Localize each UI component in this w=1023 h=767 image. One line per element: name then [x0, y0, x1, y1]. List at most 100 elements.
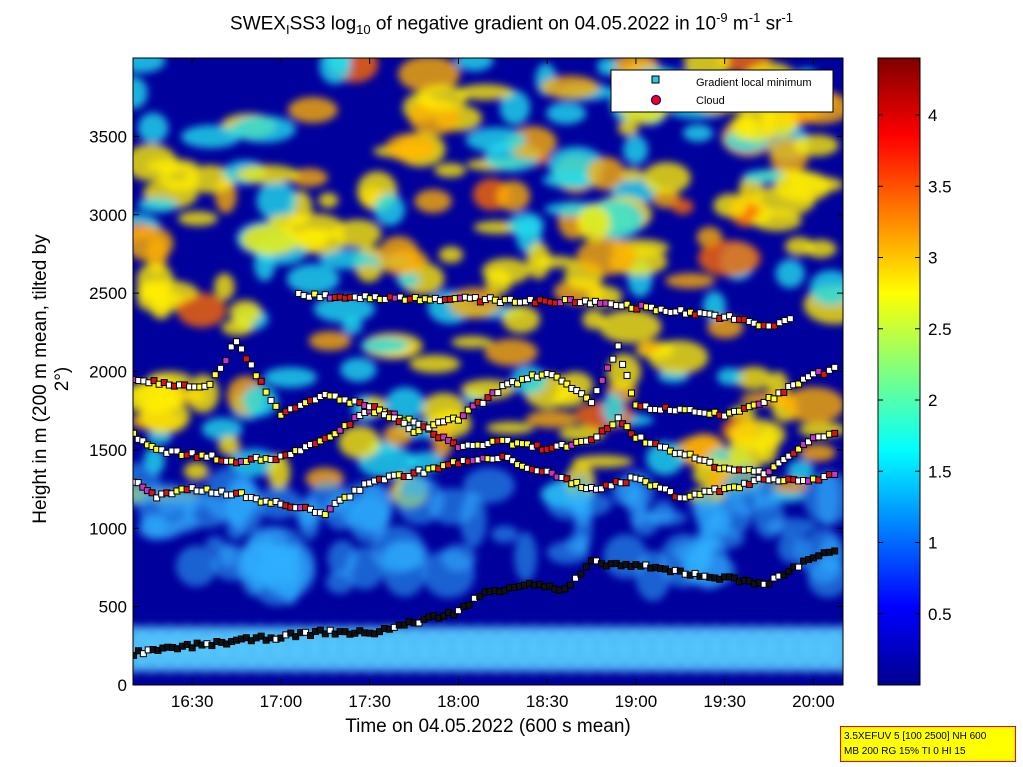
title-rest: of negative gradient on 04.05.2022 in 10: [370, 13, 717, 35]
gradient-minimum-marker: [795, 445, 803, 453]
x-tick-label: 20:00: [792, 692, 835, 711]
gradient-minimum-marker: [262, 388, 270, 396]
intensity-blob: [502, 305, 541, 334]
y-tick-label: 2500: [89, 284, 127, 303]
intensity-blob: [587, 156, 625, 191]
intensity-haze: [327, 540, 358, 577]
gradient-minimum-marker: [760, 398, 768, 406]
intensity-blob: [398, 58, 461, 93]
gradient-minimum-marker: [203, 485, 211, 493]
gradient-minimum-marker: [242, 355, 250, 363]
intensity-haze: [325, 570, 354, 594]
gradient-minimum-marker: [390, 414, 398, 422]
intensity-blob: [177, 292, 227, 328]
intensity-blob: [752, 209, 802, 232]
intensity-blob: [286, 263, 340, 294]
intensity-haze: [815, 471, 840, 526]
intensity-blob: [484, 338, 538, 366]
intensity-blob: [287, 97, 338, 123]
intensity-blob: [713, 193, 748, 218]
intensity-blob: [360, 337, 409, 354]
gradient-minimum-marker: [514, 380, 522, 388]
intensity-haze: [175, 545, 217, 587]
gradient-minimum-marker: [346, 421, 354, 429]
intensity-blob: [798, 443, 836, 462]
x-tick-label: 17:00: [260, 692, 303, 711]
info-line-2: MB 200 RG 15% TI 0 HI 15: [844, 746, 966, 757]
gradient-minimum-marker: [150, 377, 158, 385]
y-tick-label: 1500: [89, 441, 127, 460]
gradient-minimum-marker: [133, 429, 138, 437]
gradient-minimum-marker: [770, 463, 778, 471]
info-line-1: 3.5XEFUV 5 [100 2500] NH 600: [844, 731, 987, 742]
gradient-minimum-marker: [307, 632, 314, 640]
gradient-minimum-marker: [218, 487, 226, 495]
legend-box: [610, 69, 834, 113]
y-axis-label: Height in m (200 m mean, tilted by 2°): [30, 234, 73, 524]
gradient-minimum-marker: [479, 399, 487, 407]
intensity-blob: [181, 124, 241, 149]
intensity-blob: [235, 164, 300, 184]
gradient-minimum-marker: [563, 475, 571, 483]
intensity-blob: [525, 410, 578, 429]
intensity-haze: [490, 525, 519, 544]
intensity-haze: [172, 515, 201, 533]
gradient-minimum-marker: [134, 479, 142, 487]
x-tick-label: 19:30: [703, 692, 746, 711]
gradient-minimum-marker: [637, 433, 645, 441]
intensity-blob: [809, 270, 843, 306]
gradient-minimum-marker: [619, 360, 627, 368]
intensity-blob: [308, 331, 352, 351]
gradient-minimum-marker: [188, 644, 196, 652]
gradient-minimum-marker: [509, 457, 517, 465]
gradient-minimum-marker: [609, 355, 617, 363]
gradient-minimum-marker: [623, 423, 631, 431]
intensity-blob: [619, 168, 644, 182]
intensity-blob: [576, 237, 637, 276]
colorbar-tick-label: 3: [928, 249, 937, 268]
gradient-minimum-marker: [598, 376, 606, 384]
intensity-blob: [727, 419, 786, 451]
x-tick-label: 16:30: [171, 692, 214, 711]
gradient-minimum-marker: [287, 629, 295, 637]
x-axis-label: Time on 04.05.2022 (600 s mean): [345, 716, 631, 737]
gradient-minimum-marker: [440, 612, 448, 620]
gradient-minimum-marker: [316, 626, 324, 634]
intensity-blob: [133, 58, 166, 73]
gradient-minimum-marker: [465, 601, 473, 609]
intensity-blob: [648, 340, 709, 375]
gradient-minimum-marker: [173, 447, 181, 455]
intensity-blob: [256, 180, 297, 221]
gradient-minimum-marker: [405, 473, 413, 481]
intensity-blob: [318, 192, 339, 209]
intensity-haze: [371, 525, 425, 574]
intensity-haze: [564, 491, 613, 517]
gradient-minimum-marker: [765, 580, 773, 588]
gradient-minimum-marker: [523, 375, 531, 383]
gradient-minimum-marker: [561, 585, 569, 593]
y-tick-label: 3000: [89, 206, 127, 225]
intensity-haze: [697, 502, 732, 531]
gradient-minimum-marker: [770, 395, 778, 403]
gradient-minimum-marker: [548, 469, 556, 477]
intensity-haze: [298, 494, 321, 541]
intensity-haze: [225, 475, 257, 527]
intensity-blob: [313, 295, 375, 323]
colorbar-tick-label: 4: [928, 106, 937, 125]
gradient-minimum-marker: [464, 406, 472, 414]
gradient-minimum-marker: [405, 425, 413, 433]
intensity-blob: [146, 158, 198, 174]
intensity-blob: [183, 462, 209, 481]
intensity-blob: [775, 259, 805, 289]
intensity-blob: [150, 296, 172, 320]
gradient-minimum-marker: [627, 389, 635, 397]
gradient-minimum-marker: [804, 438, 812, 446]
gradient-minimum-marker: [553, 373, 561, 381]
gradient-minimum-marker: [588, 399, 596, 407]
intensity-blob: [716, 367, 743, 386]
gradient-minimum-marker: [597, 485, 605, 493]
title-sup-3: -1: [781, 10, 793, 25]
title-unit-sr: sr: [760, 13, 782, 35]
intensity-blob: [793, 134, 839, 157]
gradient-minimum-marker: [831, 470, 839, 478]
